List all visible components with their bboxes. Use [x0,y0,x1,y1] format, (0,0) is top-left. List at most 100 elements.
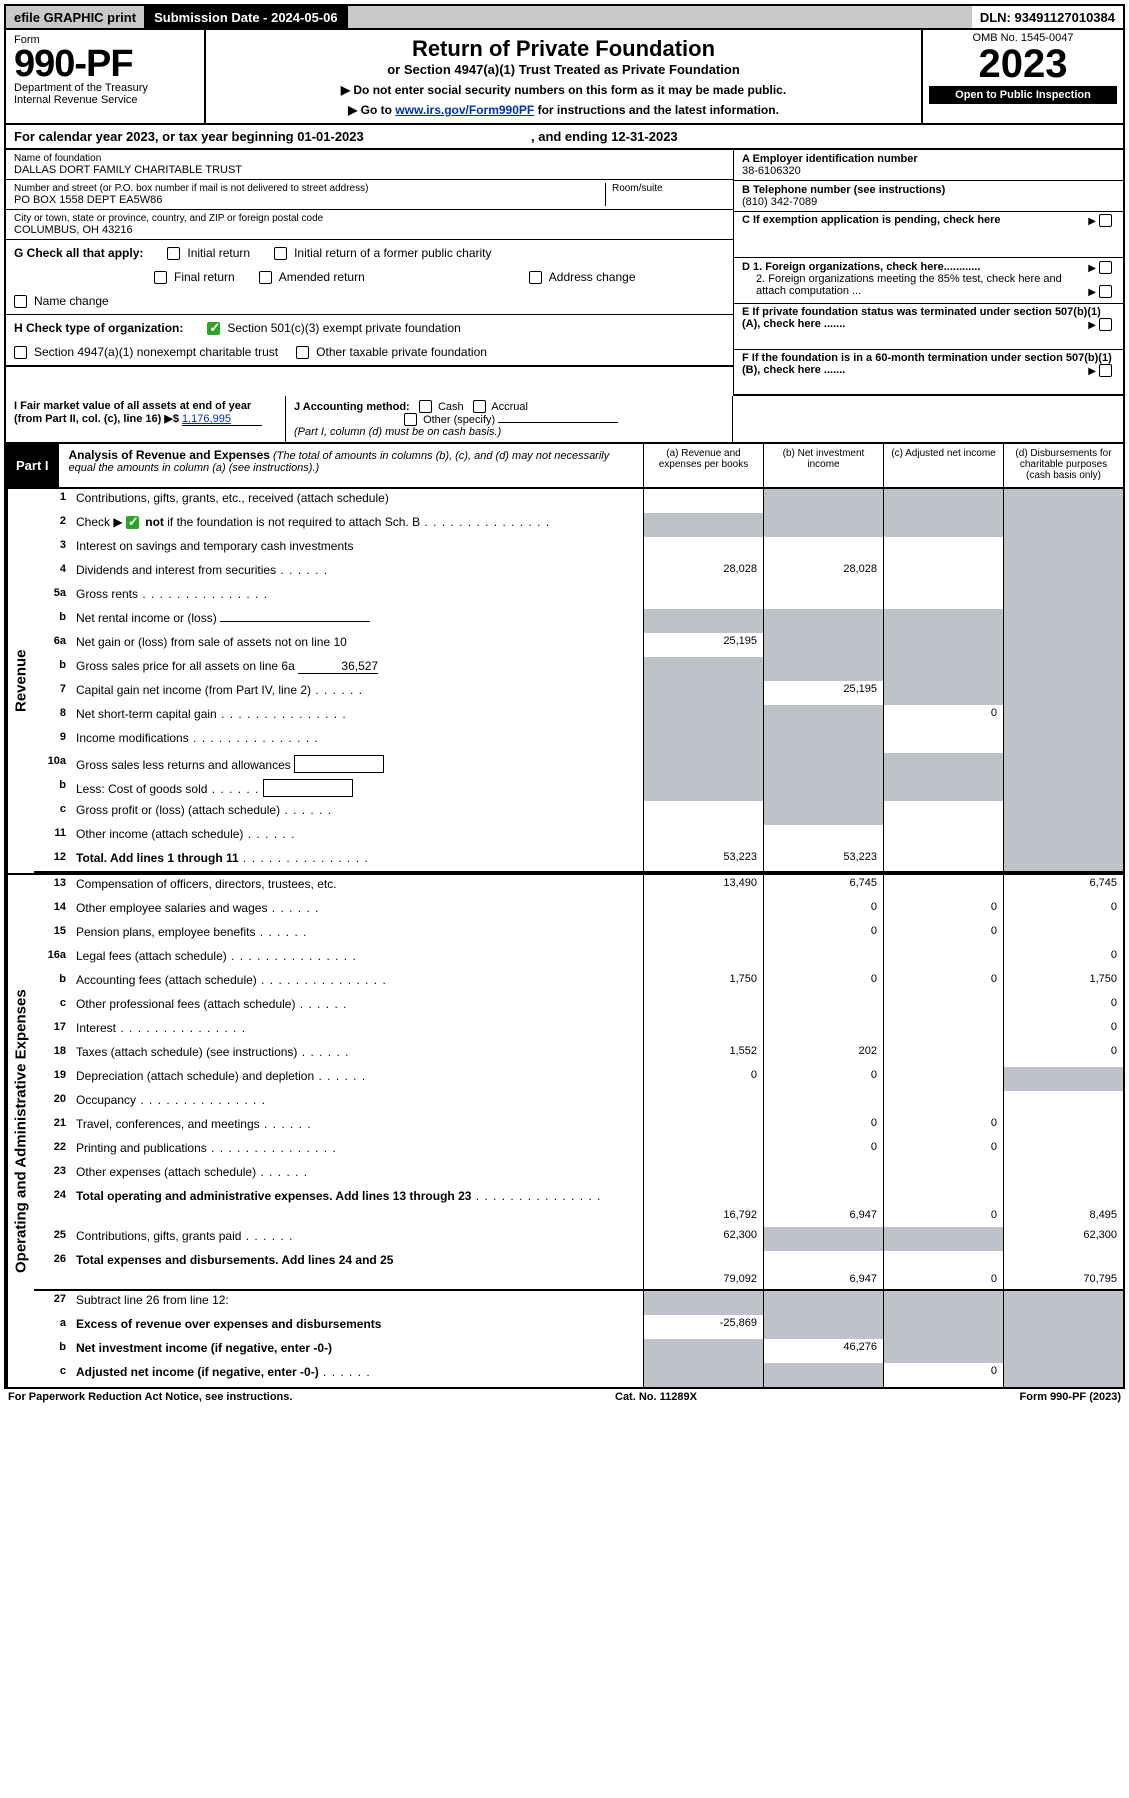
form-header: Form 990-PF Department of the Treasury I… [4,30,1125,125]
row-16c: Other professional fees (attach schedule… [72,995,643,1019]
row-19: Depreciation (attach schedule) and deple… [72,1067,643,1091]
city-value: COLUMBUS, OH 43216 [14,224,725,236]
row-2: Check ▶ not if the foundation is not req… [72,513,643,537]
col-a-hdr: (a) Revenue and expenses per books [643,444,763,487]
row-3: Interest on savings and temporary cash i… [72,537,643,561]
row-21: Travel, conferences, and meetings [72,1115,643,1139]
row-6a: Net gain or (loss) from sale of assets n… [72,633,643,657]
h-label: H Check type of organization: [14,321,183,335]
g-opt-3: Amended return [279,270,365,284]
expenses-table: Operating and Administrative Expenses 13… [4,875,1125,1389]
form-number: 990-PF [14,46,196,82]
submission-date: Submission Date - 2024-05-06 [146,6,348,28]
room-label: Room/suite [612,183,725,194]
side-expenses: Operating and Administrative Expenses [6,875,34,1387]
dept-label: Department of the Treasury [14,82,196,94]
checkbox-addr-change[interactable] [529,271,542,284]
j-cell: J Accounting method: Cash Accrual Other … [286,396,733,442]
form-title: Return of Private Foundation [218,36,909,62]
a-label: A Employer identification number [742,153,918,165]
checkbox-other-method[interactable] [404,413,417,426]
row-20: Occupancy [72,1091,643,1115]
header-left: Form 990-PF Department of the Treasury I… [6,30,206,123]
checkbox-initial-former[interactable] [274,247,287,260]
g-label: G Check all that apply: [14,246,143,260]
checkbox-initial-return[interactable] [167,247,180,260]
row-24: Total operating and administrative expen… [72,1187,643,1227]
part1-header: Part I Analysis of Revenue and Expenses … [4,444,1125,489]
checkbox-e[interactable] [1099,318,1112,331]
f-cell: F If the foundation is in a 60-month ter… [734,350,1123,396]
j-label: J Accounting method: [294,401,410,413]
row-18: Taxes (attach schedule) (see instruction… [72,1043,643,1067]
checkbox-f[interactable] [1099,364,1112,377]
d1-label: D 1. Foreign organizations, check here..… [742,261,980,273]
cal-end: 12-31-2023 [611,129,678,144]
top-bar: efile GRAPHIC print Submission Date - 20… [4,4,1125,30]
h-check-row: H Check type of organization: Section 50… [6,315,733,367]
row-10b: Less: Cost of goods sold [72,777,643,801]
g-opt-2: Final return [174,270,235,284]
row-27: Subtract line 26 from line 12: [72,1291,643,1315]
g-opt-1: Initial return of a former public charit… [294,246,491,260]
row-14: Other employee salaries and wages [72,899,643,923]
row-8: Net short-term capital gain [72,705,643,729]
checkbox-4947a1[interactable] [14,346,27,359]
checkbox-final-return[interactable] [154,271,167,284]
row-10a: Gross sales less returns and allowances [72,753,643,777]
row-6b: Gross sales price for all assets on line… [72,657,643,681]
row-4: Dividends and interest from securities [72,561,643,585]
j-cash: Cash [438,401,464,413]
addr-label: Number and street (or P.O. box number if… [14,183,605,194]
form990pf-link[interactable]: www.irs.gov/Form990PF [395,103,534,117]
checkbox-amended[interactable] [259,271,272,284]
cal-begin: 01-01-2023 [297,129,364,144]
checkbox-d1[interactable] [1099,261,1112,274]
ij-row: I Fair market value of all assets at end… [4,396,1125,444]
checkbox-cash[interactable] [419,400,432,413]
row-27c: Adjusted net income (if negative, enter … [72,1363,643,1387]
col-d-hdr: (d) Disbursements for charitable purpose… [1003,444,1123,487]
checkbox-accrual[interactable] [473,400,486,413]
c-cell: C If exemption application is pending, c… [734,212,1123,258]
checkbox-schb[interactable] [126,516,139,529]
f-label: F If the foundation is in a 60-month ter… [742,352,1112,376]
info-block: Name of foundation DALLAS DORT FAMILY CH… [4,150,1125,396]
row-22: Printing and publications [72,1139,643,1163]
f-cell-dup [733,396,1123,442]
checkbox-other-taxable[interactable] [296,346,309,359]
cal-pre: For calendar year 2023, or tax year begi… [14,129,297,144]
d2-label: 2. Foreign organizations meeting the 85%… [756,273,1062,297]
fmv-link[interactable]: 1,176,995 [182,413,262,426]
city-cell: City or town, state or province, country… [6,210,733,240]
row-15: Pension plans, employee benefits [72,923,643,947]
j-note: (Part I, column (d) must be on cash basi… [294,426,501,438]
checkbox-d2[interactable] [1099,285,1112,298]
foundation-name: DALLAS DORT FAMILY CHARITABLE TRUST [14,164,725,176]
checkbox-c[interactable] [1099,214,1112,227]
row-11: Other income (attach schedule) [72,825,643,849]
j-accrual: Accrual [491,401,528,413]
calendar-year-line: For calendar year 2023, or tax year begi… [4,125,1125,150]
checkbox-501c3[interactable] [207,322,220,335]
street-address: PO BOX 1558 DEPT EA5W86 [14,194,605,206]
city-label: City or town, state or province, country… [14,213,725,224]
checkbox-name-change[interactable] [14,295,27,308]
ein-cell: A Employer identification number 38-6106… [734,150,1123,181]
row-7: Capital gain net income (from Part IV, l… [72,681,643,705]
phone-value: (810) 342-7089 [742,196,817,208]
col-b-hdr: (b) Net investment income [763,444,883,487]
e-label: E If private foundation status was termi… [742,306,1101,330]
footer-right: Form 990-PF (2023) [1020,1391,1122,1403]
form-note-2: ▶ Go to www.irs.gov/Form990PF for instru… [218,103,909,117]
row-26: Total expenses and disbursements. Add li… [72,1251,643,1289]
j-other: Other (specify) [423,414,495,426]
row-27a: Excess of revenue over expenses and disb… [72,1315,643,1339]
header-right: OMB No. 1545-0047 2023 Open to Public In… [923,30,1123,123]
i-cell: I Fair market value of all assets at end… [6,396,286,442]
g-check-row: G Check all that apply: Initial return I… [6,240,733,315]
part1-title: Analysis of Revenue and Expenses [69,448,270,462]
row-25: Contributions, gifts, grants paid [72,1227,643,1251]
row-12: Total. Add lines 1 through 11 [72,849,643,871]
h-opt-2: Other taxable private foundation [316,345,487,359]
